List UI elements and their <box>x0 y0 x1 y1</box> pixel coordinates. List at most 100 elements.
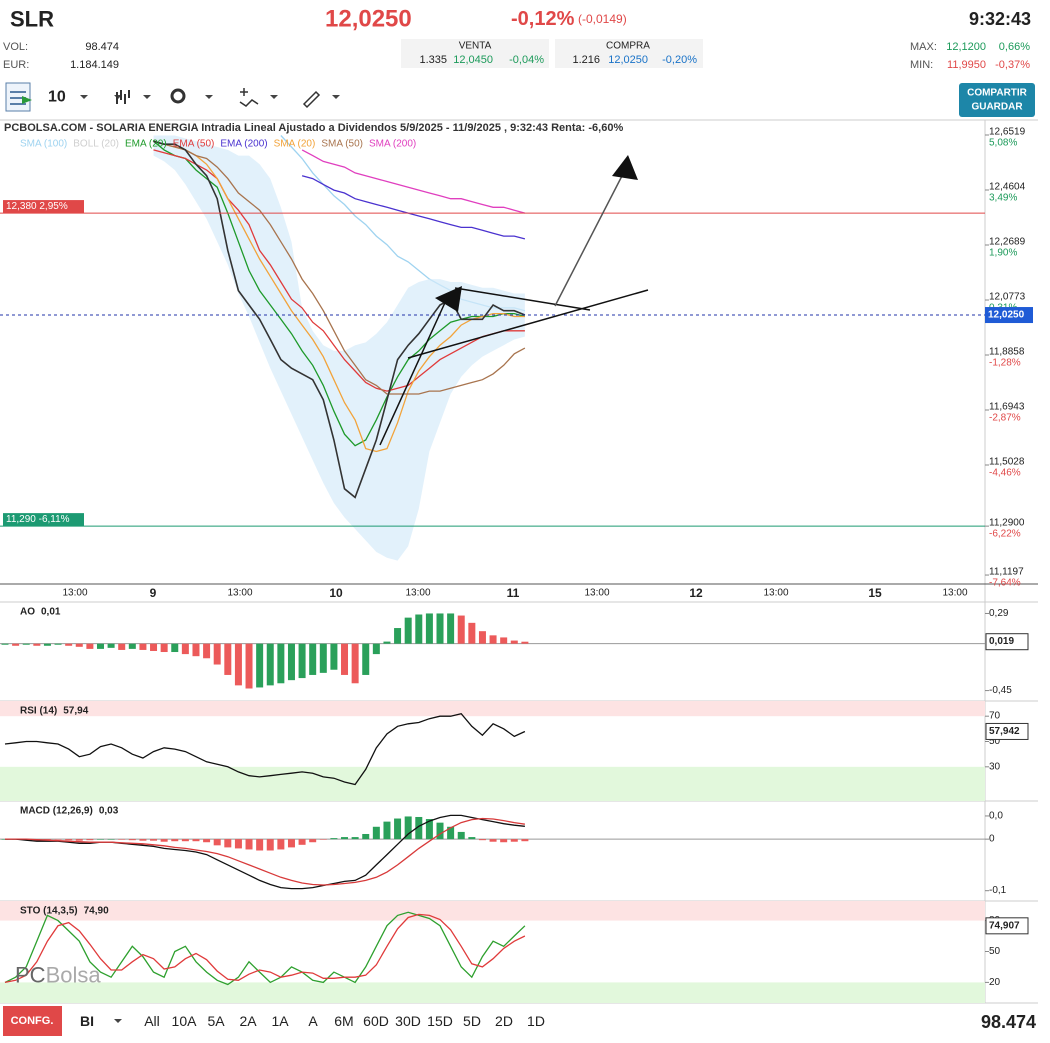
legend-entry: SMA (20) <box>274 139 316 150</box>
panel <box>0 901 985 1003</box>
histogram-bar <box>245 839 253 850</box>
histogram-bar <box>213 839 221 846</box>
candle-icon[interactable] <box>116 90 130 104</box>
x-tick-label: 12 <box>689 586 703 600</box>
config-button[interactable] <box>3 1006 62 1036</box>
histogram-bar <box>43 643 51 646</box>
min-label: MIN: <box>910 59 933 71</box>
histogram-bar <box>362 643 370 675</box>
price: 12,0250 <box>325 6 412 33</box>
x-tick-label: 13:00 <box>942 588 967 599</box>
interval[interactable]: 10 <box>48 89 66 106</box>
histogram-bar <box>75 643 83 647</box>
max-label: MAX: <box>910 41 937 53</box>
legend-entry: SMA (100) <box>20 139 67 150</box>
histogram-bar <box>234 643 242 686</box>
x-tick-label: 11 <box>507 586 520 600</box>
histogram-bar <box>436 613 444 644</box>
target-arrow <box>554 171 625 307</box>
range-button[interactable]: 5D <box>463 1013 481 1029</box>
histogram-bar <box>86 643 94 649</box>
range-button[interactable]: A <box>308 1013 318 1029</box>
change-abs: (-0,0149) <box>578 12 627 26</box>
gear-icon[interactable] <box>170 88 186 104</box>
histogram-bar <box>224 643 232 675</box>
frame <box>0 119 1038 1004</box>
histogram-bar <box>510 640 518 644</box>
y-tick-label: 12,2689 <box>989 236 1026 247</box>
panel <box>0 135 985 561</box>
panel-value: 0,01 <box>41 607 61 618</box>
panel-title: AO <box>20 607 35 618</box>
range-button[interactable]: 30D <box>395 1013 421 1029</box>
range-button[interactable]: 1A <box>271 1013 289 1029</box>
x-tick-label: 13:00 <box>405 588 430 599</box>
histogram-bar <box>425 613 433 644</box>
histogram-bar <box>160 643 168 653</box>
vol: 98.474 <box>85 41 119 53</box>
level-label-box <box>3 513 84 527</box>
panel <box>0 814 985 890</box>
range-button[interactable]: 15D <box>427 1013 453 1029</box>
range-button[interactable]: 2D <box>495 1013 513 1029</box>
panel-title: RSI (14) <box>20 706 57 717</box>
histogram-bar <box>351 643 359 684</box>
share-button[interactable] <box>959 83 1035 117</box>
indicator-line <box>280 135 526 312</box>
range-button[interactable]: 2A <box>239 1013 257 1029</box>
histogram-bar <box>521 641 529 644</box>
mode[interactable]: BI <box>80 1013 94 1029</box>
time: 9:32:43 <box>969 9 1031 29</box>
range-button[interactable]: 5A <box>207 1013 225 1029</box>
x-tick-label: 13:00 <box>62 588 87 599</box>
range-button[interactable]: 10A <box>172 1013 198 1029</box>
y-tick-label: 0,0 <box>989 810 1003 821</box>
y-tick-label: 0 <box>989 834 995 845</box>
indicator-icon[interactable] <box>239 88 259 107</box>
histogram-bar <box>383 641 391 644</box>
y-tick-pct: -4,46% <box>989 468 1021 479</box>
chart-title: PCBOLSA.COM - SOLARIA ENERGIA Intradia L… <box>4 122 623 134</box>
draw-icon[interactable] <box>302 90 321 109</box>
y-tick-label: 12,6519 <box>989 126 1026 137</box>
drawings <box>379 155 649 446</box>
range-button[interactable]: 1D <box>527 1013 545 1029</box>
legend-entry: EMA (50) <box>173 139 215 150</box>
max: 12,1200 <box>946 41 986 53</box>
histogram-bar <box>128 839 136 841</box>
panel <box>0 613 985 689</box>
x-tick-label: 15 <box>868 586 882 600</box>
footer-volume: 98.474 <box>981 1012 1036 1032</box>
buy-box <box>555 39 703 68</box>
histogram-bar <box>447 826 455 840</box>
range-button[interactable]: 60D <box>363 1013 389 1029</box>
carets[interactable] <box>80 95 340 99</box>
last-value-label: 57,942 <box>989 726 1020 737</box>
histogram-bar <box>309 839 317 843</box>
histogram-bar <box>150 839 158 841</box>
buy-price: 12,0250 <box>608 54 648 66</box>
histogram-bar <box>287 643 295 681</box>
range-button[interactable]: 6M <box>334 1013 353 1029</box>
y-tick-label: 12,0773 <box>989 292 1026 303</box>
y-tick-label: 11,8858 <box>989 347 1025 358</box>
y-tick-pct: 3,49% <box>989 192 1017 203</box>
histogram-bar <box>319 643 327 673</box>
range-button[interactable]: All <box>144 1013 160 1029</box>
indicator-line <box>153 140 526 395</box>
config-text: CONFG. <box>11 1015 54 1027</box>
panel-value: 57,94 <box>63 706 88 717</box>
overbought-zone <box>0 701 985 717</box>
mode-caret[interactable] <box>114 1019 122 1023</box>
y-tick-label: 50 <box>989 736 1001 747</box>
current-price-label: 12,0250 <box>988 310 1025 321</box>
histogram-bar <box>107 643 115 648</box>
histogram-bar <box>415 614 423 644</box>
histogram-bar <box>478 839 486 841</box>
oversold-zone <box>0 766 985 801</box>
sell-box <box>401 39 549 68</box>
doc-icon-arrow <box>22 96 32 104</box>
legend-entry: SMA (200) <box>369 139 416 150</box>
bollinger-band <box>153 135 525 561</box>
